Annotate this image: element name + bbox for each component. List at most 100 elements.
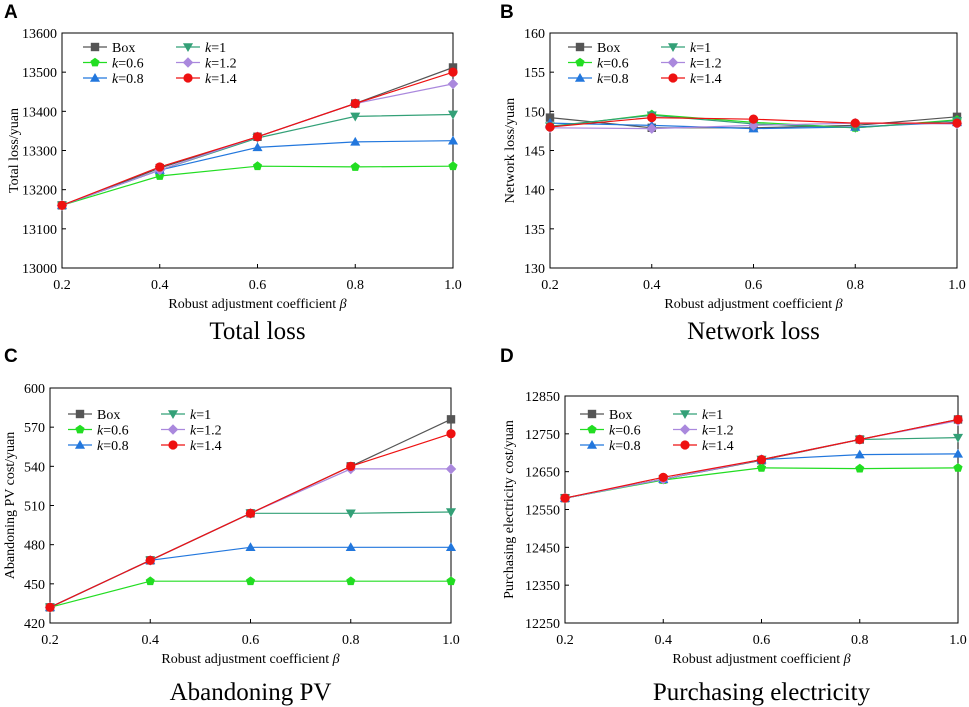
legend-label-text: Box: [609, 408, 632, 423]
legend-item: k=1: [661, 41, 711, 56]
x-axis-label-text: Robust adjustment coefficient: [168, 297, 339, 312]
legend-label-text: Box: [597, 41, 620, 56]
data-point-triangle-down: [345, 509, 356, 519]
data-point-circle: [145, 555, 155, 565]
legend-label: k=1: [690, 41, 711, 56]
legend-label: k=0.8: [597, 72, 629, 87]
data-point-triangle-up: [350, 136, 361, 146]
data-point-square: [545, 113, 555, 122]
data-point-diamond: [182, 57, 194, 68]
series-line: [49, 511, 452, 608]
data-point-circle: [252, 132, 263, 142]
legend: Box k =0.6k=0.8 k=1k=1.2k=1.4: [568, 41, 722, 87]
y-tick-label: 13300: [22, 145, 57, 160]
legend-item: k=1.2: [661, 57, 722, 72]
data-point-triangle-up: [89, 72, 101, 82]
data-point-pentagon: [587, 424, 597, 434]
legend-label: k=1.4: [702, 439, 734, 454]
data-point-triangle-down: [667, 43, 679, 53]
legend-label: k=1: [205, 41, 226, 56]
series-k-1-2: [44, 463, 457, 613]
legend-label: k=1.4: [205, 72, 237, 87]
y-tick-label: 155: [524, 66, 545, 81]
data-point-circle: [168, 440, 178, 450]
x-tick-label: 0.4: [151, 278, 169, 293]
y-tick-label: 540: [24, 460, 45, 475]
legend-item: k=0.8: [580, 439, 641, 454]
data-point-circle: [668, 73, 678, 83]
data-point-pentagon: [252, 161, 263, 171]
legend-label-k: k: [690, 57, 697, 72]
data-point-pentagon: [145, 576, 155, 586]
legend-label-value: =0.6: [103, 424, 128, 439]
legend-label: k=0.8: [609, 439, 641, 454]
series-k-1-4: [57, 67, 458, 210]
legend-label: k=1: [190, 408, 211, 423]
x-tick-label: 0.4: [655, 633, 673, 648]
data-point-square: [446, 415, 456, 424]
data-point-square: [575, 42, 585, 52]
data-point-triangle-down: [679, 410, 691, 420]
data-point-pentagon: [575, 57, 585, 67]
data-point-triangle-up: [345, 542, 356, 552]
y-tick-label: 13500: [22, 66, 57, 81]
x-axis-label: Robust adjustment coefficient β: [161, 652, 339, 667]
data-point-pentagon: [756, 463, 767, 472]
legend-label-k: k: [205, 41, 212, 56]
data-point-circle: [545, 122, 555, 132]
chart-title: Purchasing electricity: [653, 679, 871, 706]
y-tick-label: 140: [524, 184, 545, 199]
legend-item: k=0.8: [568, 72, 629, 87]
data-point-triangle-up: [252, 142, 263, 152]
legend-label-k: k: [702, 408, 709, 423]
x-axis-label-symbol: β: [332, 652, 340, 667]
x-tick-label: 0.2: [556, 633, 574, 648]
legend-label: k=0.6: [112, 57, 144, 72]
y-tick-label: 150: [524, 105, 545, 120]
legend-label-value: =0.8: [615, 439, 640, 454]
series-line: [61, 165, 454, 206]
y-axis-label: Abandoning PV cost/yuan: [3, 432, 18, 580]
legend-item: Box: [83, 41, 135, 56]
x-tick-label: 0.4: [643, 278, 661, 293]
chart-panel-b: B 130 135 140 145 150 155 160 0.2 0.4 0.6 0.8 1.0 Rob…: [500, 2, 966, 345]
legend-label-value: =0.6: [603, 57, 628, 72]
series-k-0-8: [56, 135, 459, 210]
chart-panel-d: D 12250 12350 12450 12550 12650 12750 12850 0.2 0…: [500, 346, 967, 706]
y-tick-label: 160: [524, 27, 545, 42]
legend-label-value: =1.4: [211, 72, 236, 87]
y-tick-label: 450: [24, 578, 45, 593]
data-point-triangle-up: [245, 542, 256, 552]
legend-label-value: =1.4: [708, 439, 733, 454]
y-tick-label: 13000: [22, 262, 57, 277]
series-line: [61, 113, 454, 206]
legend-item: k=1.4: [673, 439, 734, 454]
y-tick-label: 12550: [525, 504, 560, 519]
series-k-1-4: [45, 429, 456, 612]
x-tick-label: 0.8: [342, 633, 360, 648]
series-k-1-4: [560, 414, 963, 503]
data-point-diamond: [167, 424, 179, 435]
legend-label-k: k: [205, 72, 212, 87]
legend-item: k=1.2: [176, 57, 237, 72]
legend-label-value: =1.2: [696, 57, 721, 72]
legend-item: k=1: [161, 408, 211, 423]
series-k-1: [56, 110, 459, 211]
legend-label: k=0.8: [97, 439, 129, 454]
data-point-circle: [448, 67, 458, 77]
data-point-triangle-down: [447, 110, 459, 120]
legend-label: k=1.4: [690, 72, 722, 87]
data-point-circle: [183, 73, 193, 83]
legend-label-k: k: [97, 424, 104, 439]
legend-label: k=0.8: [112, 72, 144, 87]
legend-label: k=1.2: [702, 424, 734, 439]
data-point-triangle-down: [350, 112, 361, 122]
x-axis-label: Robust adjustment coefficient β: [664, 297, 842, 312]
legend-label-value: =1: [708, 408, 723, 423]
x-axis-label-text: Robust adjustment coefficient: [161, 652, 332, 667]
x-tick-label: 1.0: [442, 633, 460, 648]
x-axis-label-symbol: β: [843, 652, 851, 667]
y-tick-label: 12350: [525, 579, 560, 594]
legend-label-k: k: [190, 408, 197, 423]
